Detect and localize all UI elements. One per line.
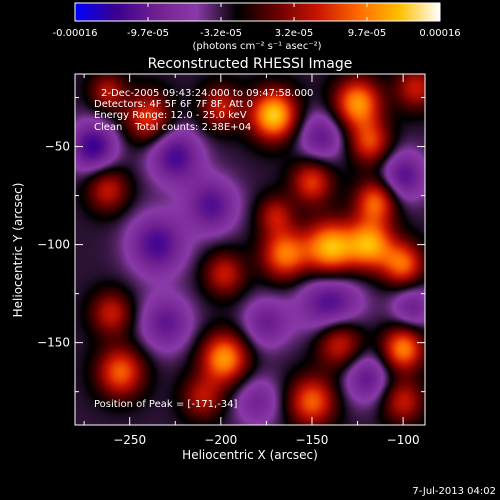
colorbar-tick-label: -0.00016 — [53, 28, 98, 39]
annotation-energy-range: Energy Range: 12.0 - 25.0 keV — [94, 110, 247, 121]
y-tick-label: −100 — [37, 238, 70, 252]
plot-frame — [74, 73, 426, 426]
y-tick-label: −150 — [37, 336, 70, 350]
colorbar-tick-label: -9.7e-05 — [127, 28, 169, 39]
x-axis-label: Heliocentric X (arcsec) — [182, 448, 318, 462]
colorbar-ticks — [74, 3, 441, 21]
peak-position-label: Position of Peak = [-171,-34] — [94, 399, 238, 410]
colorbar-tick-label: 3.2e-05 — [275, 28, 313, 39]
annotation-time-range: 2-Dec-2005 09:43:24.000 to 09:47:58.000 — [101, 88, 313, 99]
x-axis-tick-labels: −250 −200 −150 −100 — [113, 433, 419, 447]
heatmap-image — [75, 74, 425, 425]
y-axis-label: Heliocentric Y (arcsec) — [11, 183, 25, 318]
y-axis-ticks — [75, 97, 425, 393]
colorbar-unit-label: (photons cm⁻² s⁻¹ asec⁻²) — [192, 41, 321, 52]
annotation-clean-counts: Clean Total counts: 2.38E+04 — [94, 122, 251, 133]
x-tick-label: −200 — [204, 433, 237, 447]
colorbar-tick-label: 9.7e-05 — [348, 28, 386, 39]
y-tick-label: −50 — [45, 140, 70, 154]
colorbar-tick-labels: -0.00016 -9.7e-05 -3.2e-05 3.2e-05 9.7e-05 0.… — [53, 28, 461, 39]
chart-title: Reconstructed RHESSI Image — [148, 56, 353, 72]
y-axis-tick-labels: −50 −100 −150 — [37, 140, 70, 350]
colorbar-tick-label: -3.2e-05 — [200, 28, 242, 39]
x-tick-label: −250 — [113, 433, 146, 447]
x-tick-label: −100 — [387, 433, 420, 447]
footer-timestamp: 7-Jul-2013 04:02 — [412, 486, 496, 497]
annotation-detectors: Detectors: 4F 5F 6F 7F 8F, Att 0 — [94, 99, 253, 110]
colorbar — [74, 2, 441, 22]
colorbar-tick-label: 0.00016 — [419, 28, 460, 39]
x-axis-ticks — [83, 74, 404, 425]
x-tick-label: −150 — [295, 433, 328, 447]
